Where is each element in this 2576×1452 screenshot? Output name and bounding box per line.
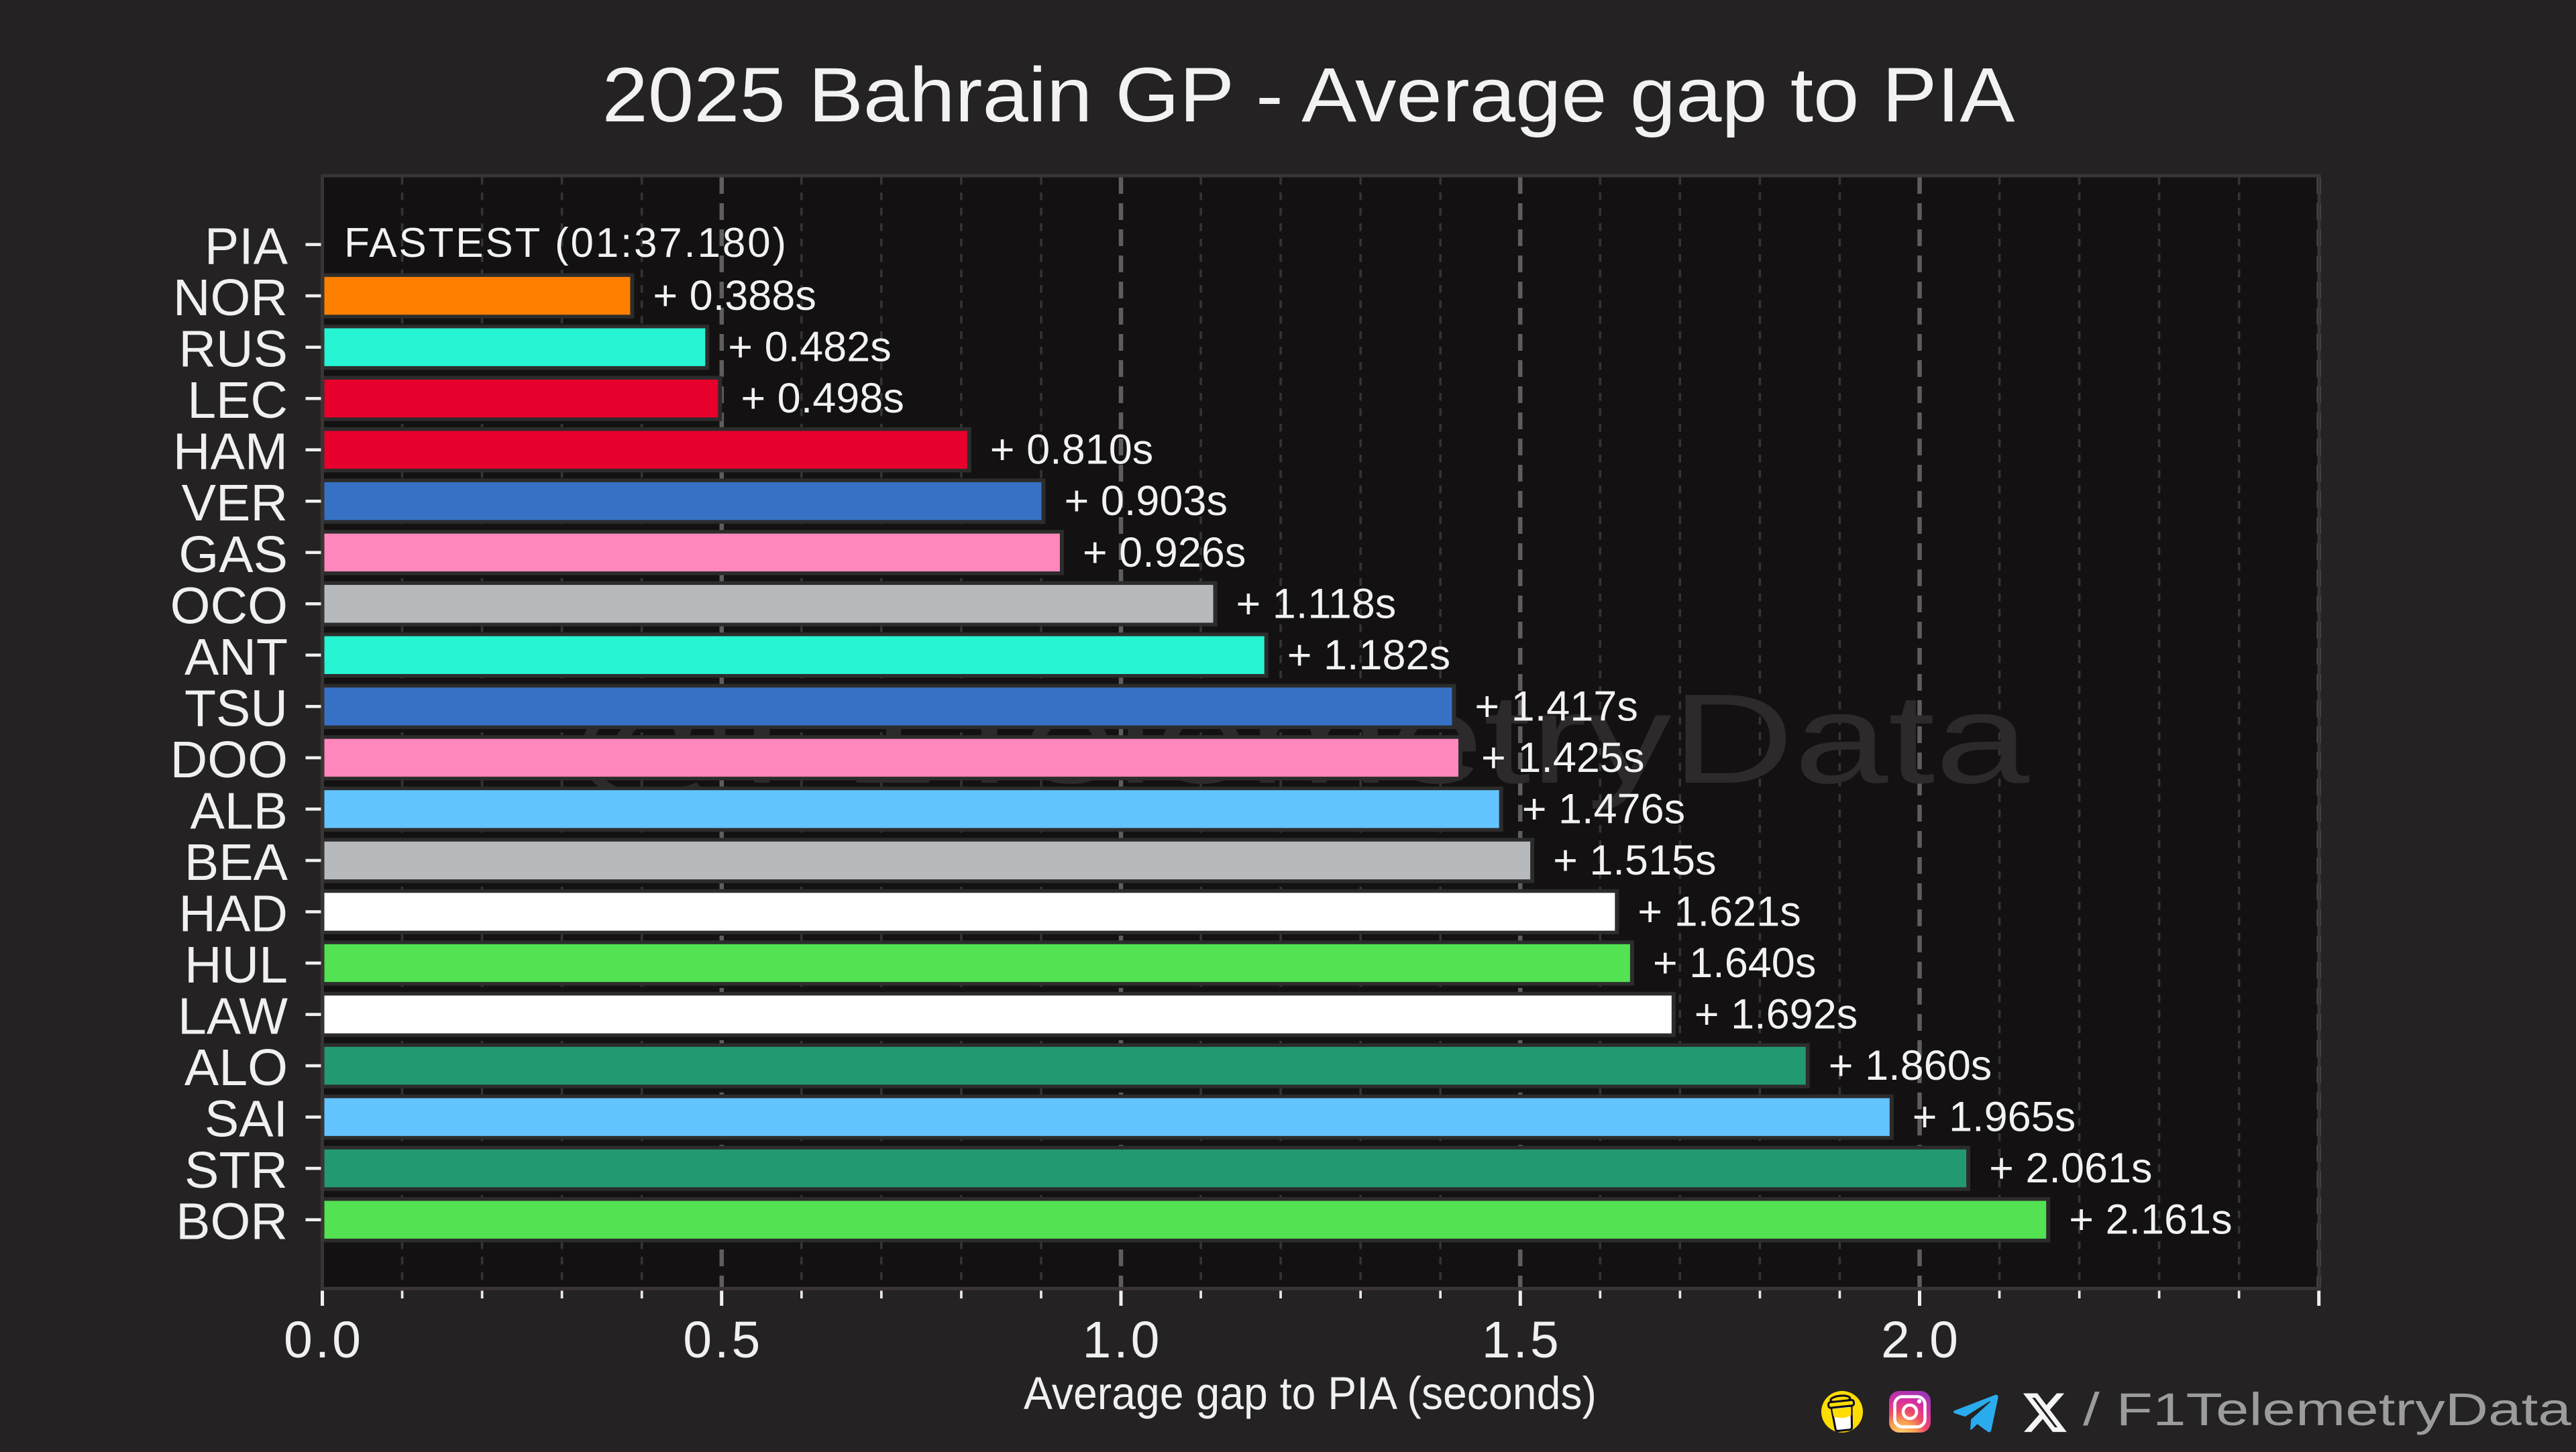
svg-text:+ 1.417s: + 1.417s: [1474, 683, 1638, 730]
svg-text:Average gap to PIA (seconds): Average gap to PIA (seconds): [1024, 1367, 1597, 1419]
svg-text:+ 2.161s: + 2.161s: [2069, 1196, 2232, 1243]
svg-text:HAD: HAD: [178, 885, 288, 943]
svg-text:+ 1.965s: + 1.965s: [1913, 1094, 2076, 1141]
svg-text:LEC: LEC: [187, 372, 288, 429]
svg-text:HAM: HAM: [173, 423, 288, 481]
svg-text:RUS: RUS: [178, 321, 288, 378]
svg-text:+ 1.692s: + 1.692s: [1695, 991, 1858, 1038]
svg-text:+ 0.926s: + 0.926s: [1083, 529, 1246, 576]
svg-text:OCO: OCO: [170, 577, 288, 634]
svg-text:+ 1.621s: + 1.621s: [1638, 889, 1801, 936]
svg-text:ALO: ALO: [184, 1039, 288, 1097]
svg-text:SAI: SAI: [205, 1091, 288, 1148]
svg-text:/ F1TelemetryData: / F1TelemetryData: [2083, 1384, 2572, 1435]
svg-text:+ 2.061s: + 2.061s: [1989, 1145, 2152, 1192]
svg-text:GAS: GAS: [178, 526, 288, 583]
svg-text:NOR: NOR: [173, 269, 288, 327]
svg-text:+ 0.903s: + 0.903s: [1065, 478, 1228, 524]
svg-text:ANT: ANT: [184, 628, 288, 686]
svg-text:TSU: TSU: [184, 679, 288, 737]
svg-text:+ 1.476s: + 1.476s: [1522, 785, 1685, 832]
svg-text:PIA: PIA: [205, 218, 288, 276]
svg-text:+ 0.388s: + 0.388s: [653, 272, 816, 319]
svg-text:0.5: 0.5: [683, 1311, 760, 1369]
svg-text:1.5: 1.5: [1482, 1311, 1559, 1369]
svg-text:+ 1.640s: + 1.640s: [1653, 940, 1816, 987]
svg-text:2.0: 2.0: [1881, 1311, 1958, 1369]
svg-text:+ 1.860s: + 1.860s: [1829, 1042, 1992, 1089]
svg-text:0.0: 0.0: [284, 1311, 361, 1369]
svg-text:1.0: 1.0: [1083, 1311, 1160, 1369]
svg-text:HUL: HUL: [184, 936, 288, 994]
svg-text:BOR: BOR: [176, 1193, 288, 1251]
svg-text:+ 1.118s: + 1.118s: [1236, 580, 1397, 627]
svg-text:DOO: DOO: [170, 731, 288, 789]
svg-text:+ 1.425s: + 1.425s: [1481, 734, 1644, 781]
svg-text:BEA: BEA: [184, 834, 288, 891]
svg-text:FASTEST (01:37.180): FASTEST (01:37.180): [344, 220, 786, 266]
svg-text:+ 1.515s: + 1.515s: [1553, 837, 1716, 884]
svg-text:STR: STR: [184, 1141, 288, 1199]
svg-text:2025 Bahrain GP - Average gap: 2025 Bahrain GP - Average gap to PIA: [602, 52, 2015, 138]
svg-text:+ 0.482s: + 0.482s: [728, 324, 891, 371]
svg-text:+ 0.810s: + 0.810s: [990, 427, 1153, 473]
svg-text:LAW: LAW: [178, 988, 288, 1046]
svg-text:+ 1.182s: + 1.182s: [1287, 632, 1450, 679]
svg-text:+ 0.498s: + 0.498s: [741, 375, 904, 422]
svg-text:ALB: ALB: [190, 782, 288, 840]
svg-text:VER: VER: [182, 474, 288, 532]
